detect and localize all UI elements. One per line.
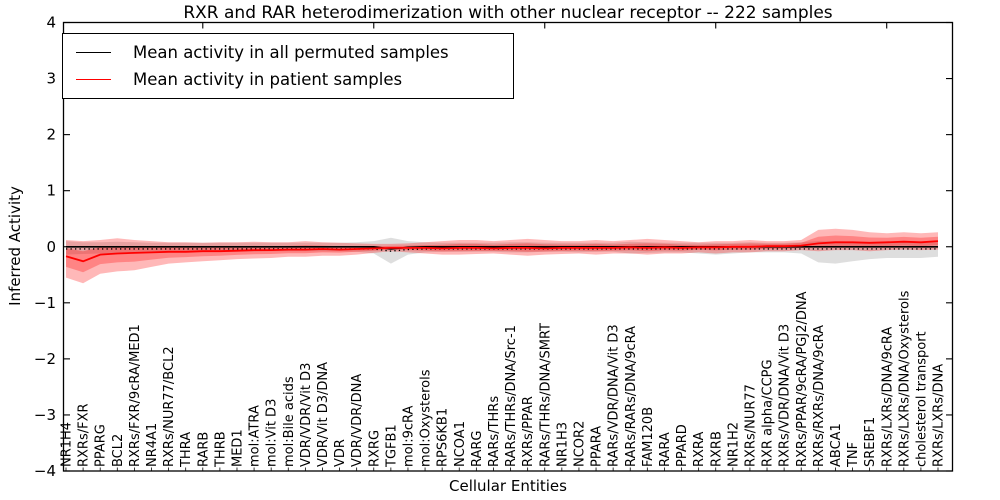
patient-band-outer: [66, 228, 938, 284]
x-tick-label: RXRs/LXRs/DNA/Oxysterols: [897, 290, 912, 467]
y-axis-label: Inferred Activity: [6, 186, 24, 306]
x-tick-label: RARA: [658, 432, 673, 467]
patient-line-swatch: [76, 79, 111, 80]
x-axis-label: Cellular Entities: [449, 477, 567, 495]
y-tick-label: −2: [34, 350, 56, 368]
x-tick-label: RXRs/LXRs/DNA/9cRA: [880, 327, 895, 467]
x-tick-label: PPARD: [675, 424, 690, 467]
x-tick-label: THRB: [213, 431, 228, 468]
legend-item-patient: Mean activity in patient samples: [76, 66, 513, 93]
permuted-band: [66, 237, 938, 264]
x-tick-label: NR1H3: [555, 422, 570, 467]
x-tick-label: BCL2: [111, 434, 126, 467]
x-tick-label: PPARG: [94, 424, 109, 467]
x-tick-label: SREBF1: [863, 417, 878, 467]
legend-item-label: Mean activity in all permuted samples: [133, 43, 449, 62]
x-tick-label: ABCA1: [829, 423, 844, 467]
y-tick-label: 4: [46, 14, 56, 32]
x-tick-label: RXRG: [367, 430, 382, 467]
x-tick-label: RARs/RARs/DNA/9cRA: [624, 326, 639, 467]
x-tick-label: VDR/Vit D3/DNA: [316, 362, 331, 467]
x-tick-label: RXRs/FXR/9cRA/MED1: [128, 324, 143, 467]
x-tick-label: NR1H2: [726, 422, 741, 467]
x-tick-label: RARB: [196, 432, 211, 467]
x-tick-label: RXRs/RXRs/DNA/9cRA: [812, 325, 827, 467]
chart-title: RXR and RAR heterodimerization with othe…: [183, 3, 833, 23]
legend-item-permuted: Mean activity in all permuted samples: [76, 39, 513, 66]
y-tick-label: −4: [34, 462, 56, 480]
x-tick-label: NR4A1: [145, 423, 160, 467]
x-tick-label: mol:Vit D3: [265, 399, 280, 467]
x-tick-label: RXRs/NUR77/BCL2: [162, 346, 177, 467]
y-tick-label: 1: [46, 182, 56, 200]
x-tick-label: mol:Bile acids: [282, 376, 297, 467]
x-tick-label: RXRs/VDR/DNA/Vit D3: [778, 324, 793, 467]
permuted-line-swatch: [76, 52, 111, 53]
x-tick-label: RARs/THRs: [487, 396, 502, 467]
x-tick-label: RARs/VDR/DNA/Vit D3: [607, 324, 622, 467]
x-tick-label: PPARA: [590, 426, 605, 467]
x-tick-label: RXRs/FXR: [77, 403, 92, 467]
legend: Mean activity in all permuted samples Me…: [62, 33, 514, 99]
x-tick-label: NCOR2: [572, 421, 587, 467]
x-tick-label: RPS6KB1: [436, 408, 451, 467]
x-tick-label: mol:ATRA: [248, 405, 263, 467]
x-tick-label: FAM120B: [641, 407, 656, 467]
x-tick-label: NCOA1: [453, 421, 468, 467]
x-tick-label: RXRs/NUR77: [743, 384, 758, 467]
patient-mean-line: [65, 240, 939, 263]
x-tick-label: VDR/VDR/DNA: [350, 374, 365, 467]
x-tick-label: RXRB: [709, 431, 724, 467]
x-tick-label: MED1: [231, 429, 246, 467]
x-tick-label: mol:Oxysterols: [419, 369, 434, 467]
x-tick-label: RXRA: [692, 432, 707, 467]
y-tick-label: −1: [34, 294, 56, 312]
y-tick-label: 2: [46, 126, 56, 144]
x-tick-label: RXR alpha/CCPG: [761, 359, 776, 467]
x-tick-label: mol:9cRA: [402, 405, 417, 467]
x-tick-label: TGFB1: [384, 424, 399, 468]
patient-band-inner: [66, 235, 938, 273]
x-tick-label: RARs/THRs/DNA/SMRT: [538, 323, 553, 467]
x-tick-label: RXRs/LXRs/DNA: [932, 364, 947, 467]
x-tick-label: RXRs/PPAR/9cRA/PGJ2/DNA: [795, 291, 810, 467]
x-tick-label: VDR/VDR/Vit D3: [299, 363, 314, 467]
y-tick-label: 0: [46, 238, 56, 256]
y-tick-label: −3: [34, 406, 56, 424]
x-tick-label: THRA: [179, 432, 194, 468]
x-tick-label: RARG: [470, 430, 485, 467]
x-tick-label: TNF: [846, 442, 861, 468]
x-tick-label: VDR: [333, 439, 348, 467]
legend-item-label: Mean activity in patient samples: [133, 70, 403, 89]
y-tick-label: 3: [46, 70, 56, 88]
x-tick-label: RXRs/PPAR: [521, 396, 536, 467]
x-tick-label: RARs/THRs/DNA/Src-1: [504, 325, 519, 467]
x-tick-label: NR1H4: [60, 422, 75, 467]
x-tick-label: cholesterol transport: [914, 331, 929, 467]
